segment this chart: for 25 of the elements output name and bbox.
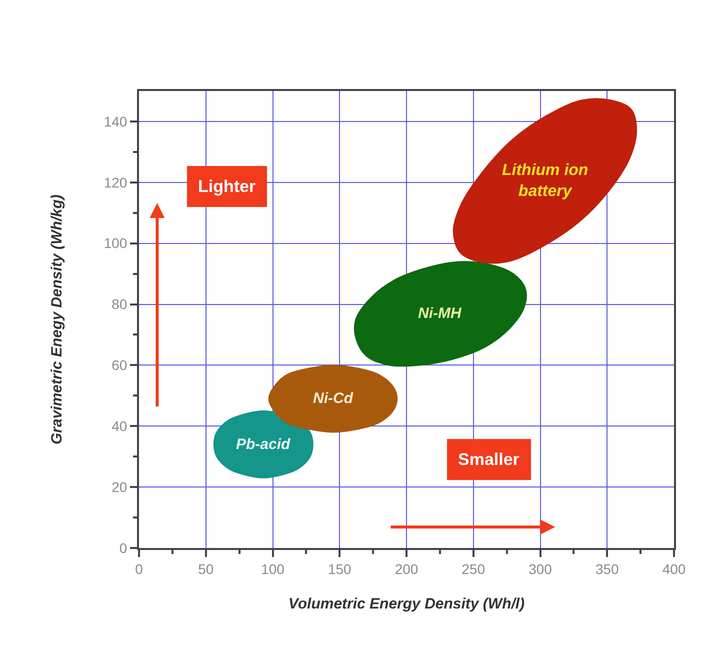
series-label: Pb-acid (236, 436, 292, 453)
x-axis-title: Volumetric Energy Density (Wh/l) (288, 595, 525, 612)
series-label: Lithium ion battery (502, 162, 588, 200)
series-label: Ni-Cd (313, 390, 354, 407)
x-tick-label: 200 (394, 560, 418, 577)
x-tick-label: 250 (462, 560, 486, 577)
x-tick-label: 0 (135, 560, 144, 577)
y-tick-label: 120 (104, 174, 128, 190)
series-label: Ni-MH (418, 305, 462, 322)
annotation: Lighter (198, 177, 256, 196)
annotation: Smaller (458, 450, 520, 469)
x-tick-label: 350 (595, 560, 620, 577)
y-tick-label: 20 (112, 478, 128, 495)
x-tick-label: 50 (198, 560, 214, 577)
y-tick-label: 0 (119, 540, 128, 556)
x-tick-label: 150 (328, 560, 352, 577)
x-tick-label: 300 (528, 560, 552, 577)
y-tick-label: 140 (104, 113, 128, 130)
y-axis-title: Gravimetric Enegy Density (Wh/kg) (48, 194, 66, 445)
y-tick-label: 80 (112, 296, 128, 312)
y-tick-label: 60 (112, 357, 128, 374)
x-tick-label: 100 (261, 560, 285, 577)
x-tick-label: 400 (662, 560, 686, 577)
y-tick-label: 100 (104, 235, 128, 252)
y-tick-label: 40 (112, 418, 128, 434)
